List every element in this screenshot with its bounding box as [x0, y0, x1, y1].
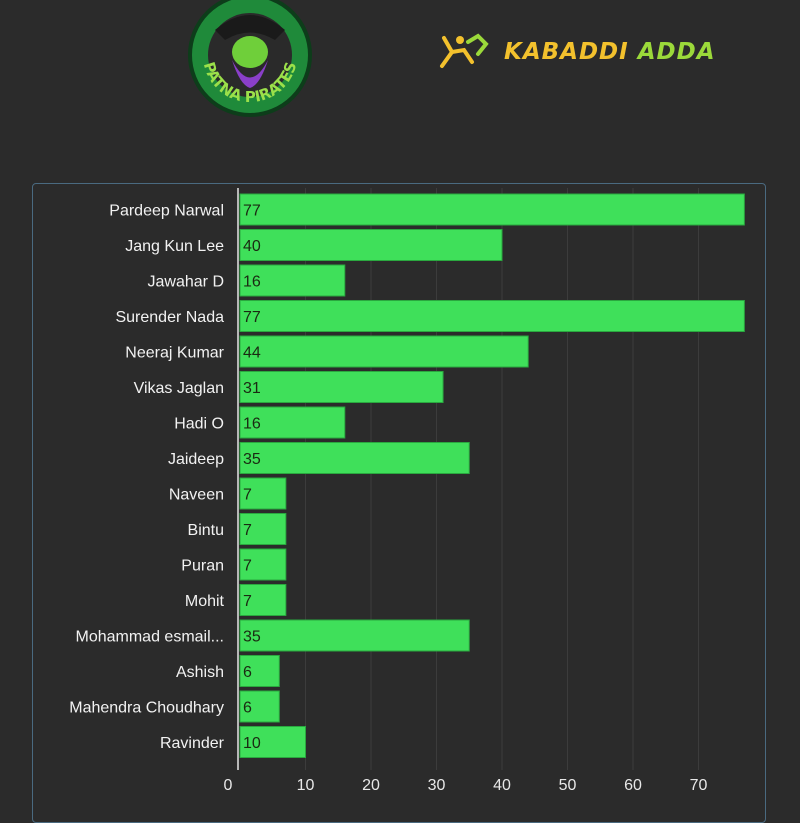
bar: [239, 690, 280, 723]
bar-value-label: 77: [243, 309, 261, 326]
bar-value-label: 31: [243, 380, 261, 397]
category-label: Vikas Jaglan: [134, 380, 224, 397]
category-label: Ashish: [176, 664, 224, 681]
x-tick-label: 60: [624, 777, 642, 794]
category-label: Puran: [181, 558, 224, 575]
category-label: Mohit: [185, 593, 225, 610]
bar: [239, 193, 745, 226]
bar-value-label: 7: [243, 593, 252, 610]
bar-value-label: 35: [243, 629, 261, 646]
x-tick-label: 70: [690, 777, 708, 794]
category-label: Ravinder: [160, 735, 225, 752]
category-label: Hadi O: [174, 416, 224, 433]
brand-word-kabaddi: KABADDI: [504, 39, 629, 65]
bar: [239, 229, 503, 261]
x-tick-label: 0: [224, 777, 233, 794]
x-tick-label: 50: [559, 777, 577, 794]
x-tick-label: 40: [493, 777, 511, 794]
category-label: Neeraj Kumar: [125, 345, 224, 362]
bar: [239, 300, 745, 332]
bar: [239, 619, 470, 652]
brand-word-adda: ADDA: [637, 39, 716, 65]
category-label: Jaideep: [168, 451, 224, 468]
bar: [239, 264, 346, 297]
bar-value-label: 10: [243, 735, 261, 752]
bar: [239, 584, 287, 616]
bar: [239, 371, 444, 403]
bar: [239, 548, 287, 581]
bar-value-label: 7: [243, 487, 252, 504]
kabaddi-player-icon: [440, 33, 489, 68]
bar-value-label: 7: [243, 558, 252, 575]
bar-value-label: 77: [243, 203, 261, 220]
bar-value-label: 44: [243, 345, 261, 362]
bar: [239, 335, 529, 368]
bar-value-label: 7: [243, 522, 252, 539]
bar-value-label: 35: [243, 451, 261, 468]
category-label: Jang Kun Lee: [125, 238, 224, 255]
category-label: Bintu: [188, 522, 224, 539]
x-tick-label: 10: [297, 777, 315, 794]
kabaddi-adda-brand: KABADDI ADDA: [438, 30, 716, 74]
category-label: Jawahar D: [148, 274, 224, 291]
x-tick-label: 30: [428, 777, 446, 794]
bar: [239, 406, 346, 439]
bar: [239, 655, 280, 687]
bar-value-label: 40: [243, 238, 261, 255]
bar-value-label: 16: [243, 416, 261, 433]
brand-name: KABADDI ADDA: [504, 39, 716, 65]
bar: [239, 513, 287, 545]
category-label: Mahendra Choudhary: [69, 700, 224, 717]
bar-value-label: 16: [243, 274, 261, 291]
category-label: Mohammad esmail...: [76, 629, 225, 646]
bar-value-label: 6: [243, 700, 252, 717]
bar: [239, 726, 306, 758]
category-label: Pardeep Narwal: [109, 203, 224, 220]
bar: [239, 477, 287, 510]
bar: [239, 442, 470, 474]
category-label: Surender Nada: [115, 309, 224, 326]
x-tick-label: 20: [362, 777, 380, 794]
bar-value-label: 6: [243, 664, 252, 681]
patna-pirates-logo: PATNA PIRATES: [188, 0, 312, 117]
category-label: Naveen: [169, 487, 224, 504]
